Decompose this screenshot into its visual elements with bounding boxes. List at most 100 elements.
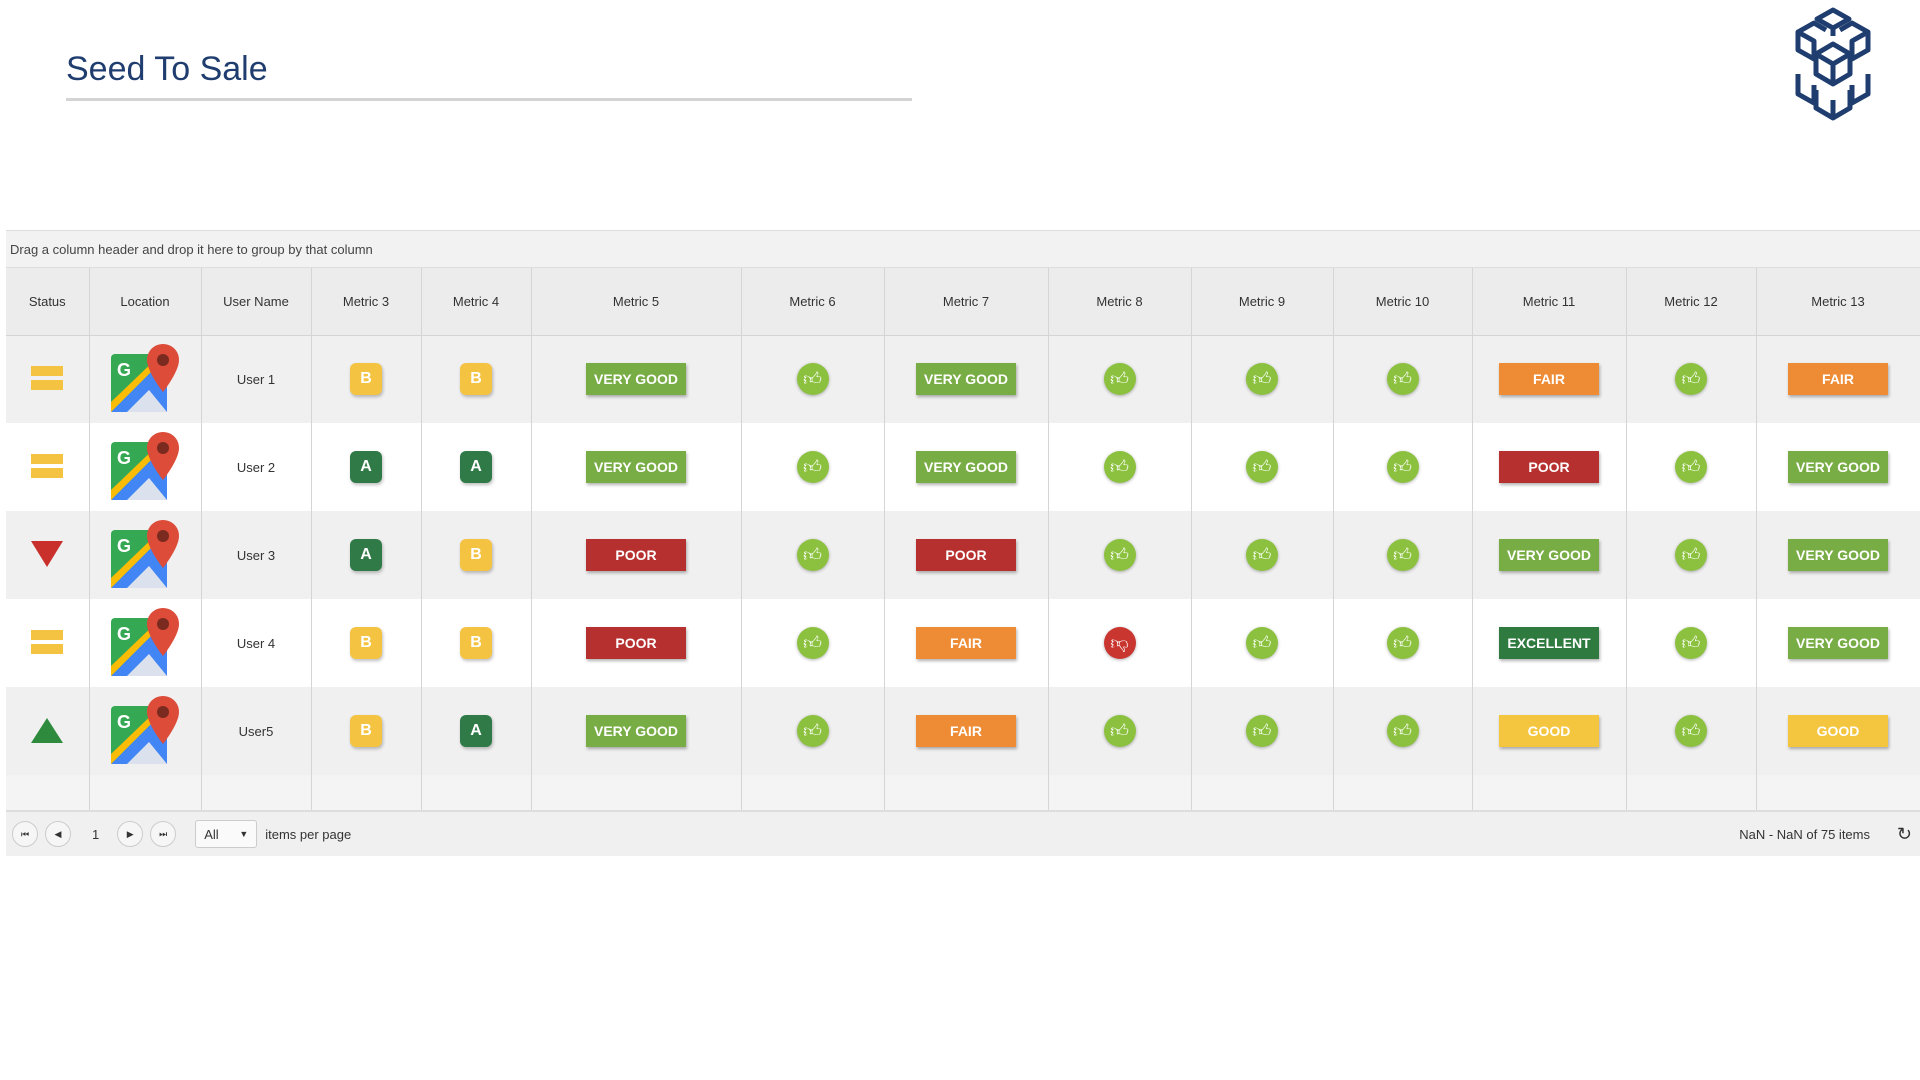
grid-cell bbox=[6, 775, 90, 812]
thumbs-up-icon: 👍︎ bbox=[1675, 363, 1707, 396]
current-page[interactable]: 1 bbox=[92, 826, 100, 842]
grid-cell: 👍︎ bbox=[1333, 511, 1473, 599]
grid-cell: A bbox=[421, 687, 532, 775]
grid-cell: 👍︎ bbox=[1333, 335, 1473, 423]
column-header[interactable]: Metric 10 bbox=[1333, 268, 1473, 336]
first-page-button[interactable]: ⏮ bbox=[12, 821, 38, 847]
grid-cell: FAIR bbox=[884, 687, 1049, 775]
user-name: User 2 bbox=[236, 459, 276, 475]
rating-badge: FAIR bbox=[1788, 363, 1888, 396]
grid-cell bbox=[6, 511, 90, 599]
grade-badge: B bbox=[350, 715, 382, 747]
grid-cell: B bbox=[421, 511, 532, 599]
page-size-value: All bbox=[204, 826, 219, 842]
column-header[interactable]: Metric 11 bbox=[1472, 268, 1627, 336]
grid-cell bbox=[1756, 775, 1920, 812]
column-header[interactable]: Metric 9 bbox=[1191, 268, 1334, 336]
grid-cell bbox=[741, 775, 885, 812]
google-maps-icon[interactable]: G bbox=[109, 431, 181, 505]
google-maps-icon[interactable]: G bbox=[109, 695, 181, 769]
prev-page-button[interactable]: ◀ bbox=[45, 821, 71, 847]
thumbs-up-icon: 👍︎ bbox=[1103, 539, 1136, 571]
rating-badge: GOOD bbox=[1499, 715, 1599, 747]
thumbs-down-icon: 👎︎ bbox=[1103, 627, 1136, 659]
grid-cell: 👍︎ bbox=[741, 423, 885, 511]
rating-badge: VERY GOOD bbox=[1788, 539, 1888, 571]
grid-cell bbox=[884, 775, 1049, 812]
rating-badge: VERY GOOD bbox=[586, 715, 686, 747]
grid-cell: VERY GOOD bbox=[531, 423, 742, 511]
grid-cell: 👍︎ bbox=[1626, 511, 1757, 599]
table-row[interactable]: G User 4 B B POOR 👍︎ FAIR 👎︎ 👍︎ 👍︎ EXCELLENT 👍︎ VERY… bbox=[6, 599, 1920, 687]
table-row[interactable]: G User 3 A B POOR 👍︎ POOR 👍︎ 👍︎ 👍︎ VERY GOOD 👍︎ VERY… bbox=[6, 511, 1920, 599]
grid-cell: 👍︎ bbox=[1048, 335, 1192, 423]
grid-cell: 👍︎ bbox=[1191, 687, 1334, 775]
thumbs-up-icon: 👍︎ bbox=[1246, 715, 1278, 747]
grid-cell: VERY GOOD bbox=[884, 423, 1049, 511]
grid-cell: User 1 bbox=[201, 335, 312, 423]
rating-badge: FAIR bbox=[1499, 363, 1599, 396]
rating-badge: VERY GOOD bbox=[586, 451, 686, 483]
grid-cell bbox=[6, 599, 90, 687]
grade-badge: A bbox=[460, 715, 492, 747]
grid-cell: G bbox=[89, 423, 202, 511]
table-row[interactable]: G User5 B A VERY GOOD 👍︎ FAIR 👍︎ 👍︎ 👍︎ GOOD 👍︎ GOOD bbox=[6, 687, 1920, 775]
grid-cell: 👍︎ bbox=[1333, 599, 1473, 687]
google-maps-icon[interactable]: G bbox=[109, 607, 181, 681]
grid-cell bbox=[311, 775, 422, 812]
column-header[interactable]: Metric 6 bbox=[741, 268, 885, 336]
status-neutral-icon bbox=[31, 629, 64, 659]
thumbs-up-icon: 👍︎ bbox=[1386, 363, 1419, 396]
grid-cell: 👍︎ bbox=[1626, 687, 1757, 775]
grid-cell: 👎︎ bbox=[1048, 599, 1192, 687]
grid-cell: VERY GOOD bbox=[1756, 511, 1920, 599]
grade-badge: A bbox=[350, 451, 382, 483]
column-header[interactable]: Metric 4 bbox=[421, 268, 532, 336]
grid-cell: 👍︎ bbox=[1333, 423, 1473, 511]
grid-cell: 👍︎ bbox=[741, 511, 885, 599]
group-panel[interactable]: Drag a column header and drop it here to… bbox=[6, 231, 1920, 268]
rating-badge: POOR bbox=[586, 539, 686, 571]
column-header[interactable]: Location bbox=[89, 268, 202, 336]
title-divider bbox=[66, 98, 912, 101]
column-header[interactable]: Metric 13 bbox=[1756, 268, 1920, 336]
last-page-button[interactable]: ⏭ bbox=[150, 821, 177, 847]
per-page-label: items per page bbox=[265, 826, 352, 842]
google-maps-icon[interactable]: G bbox=[109, 343, 181, 417]
refresh-icon[interactable]: ↻ bbox=[1896, 823, 1912, 844]
column-header[interactable]: Metric 5 bbox=[531, 268, 742, 336]
grid-cell: A bbox=[311, 511, 422, 599]
grid-cell: POOR bbox=[531, 511, 742, 599]
page-size-select[interactable]: All ▼ bbox=[195, 820, 258, 848]
thumbs-up-icon: 👍︎ bbox=[1675, 451, 1707, 483]
column-header[interactable]: Status bbox=[6, 268, 90, 336]
grade-badge: B bbox=[460, 627, 492, 659]
column-header[interactable]: User Name bbox=[201, 268, 312, 336]
grid-cell bbox=[531, 775, 742, 812]
grid-cell bbox=[201, 775, 312, 812]
column-header[interactable]: Metric 7 bbox=[884, 268, 1049, 336]
table-row[interactable]: G User 1 B B VERY GOOD 👍︎ VERY GOOD 👍︎ 👍︎ 👍︎ FAIR 👍… bbox=[6, 335, 1920, 423]
grid-cell: FAIR bbox=[884, 599, 1049, 687]
thumbs-up-icon: 👍︎ bbox=[1246, 539, 1278, 571]
table-row[interactable]: G User 2 A A VERY GOOD 👍︎ VERY GOOD 👍︎ 👍︎ 👍︎ POOR 👍… bbox=[6, 423, 1920, 511]
grid-cell: A bbox=[311, 423, 422, 511]
column-header[interactable]: Metric 12 bbox=[1626, 268, 1757, 336]
rating-badge: FAIR bbox=[916, 715, 1016, 747]
thumbs-up-icon: 👍︎ bbox=[796, 715, 829, 747]
grid-cell: 👍︎ bbox=[1333, 687, 1473, 775]
svg-text:G: G bbox=[117, 712, 131, 732]
grid-cell: G bbox=[89, 335, 202, 423]
grid-cell: POOR bbox=[884, 511, 1049, 599]
grid-cell: A bbox=[421, 423, 532, 511]
grid-cell: 👍︎ bbox=[1191, 335, 1334, 423]
next-page-button[interactable]: ▶ bbox=[117, 821, 144, 847]
grid-cell: VERY GOOD bbox=[1756, 599, 1920, 687]
grid-cell: G bbox=[89, 599, 202, 687]
google-maps-icon[interactable]: G bbox=[109, 519, 181, 593]
column-header[interactable]: Metric 3 bbox=[311, 268, 422, 336]
rating-badge: FAIR bbox=[916, 627, 1016, 659]
grid-cell: 👍︎ bbox=[1048, 511, 1192, 599]
user-name: User 1 bbox=[236, 371, 276, 387]
column-header[interactable]: Metric 8 bbox=[1048, 268, 1192, 336]
